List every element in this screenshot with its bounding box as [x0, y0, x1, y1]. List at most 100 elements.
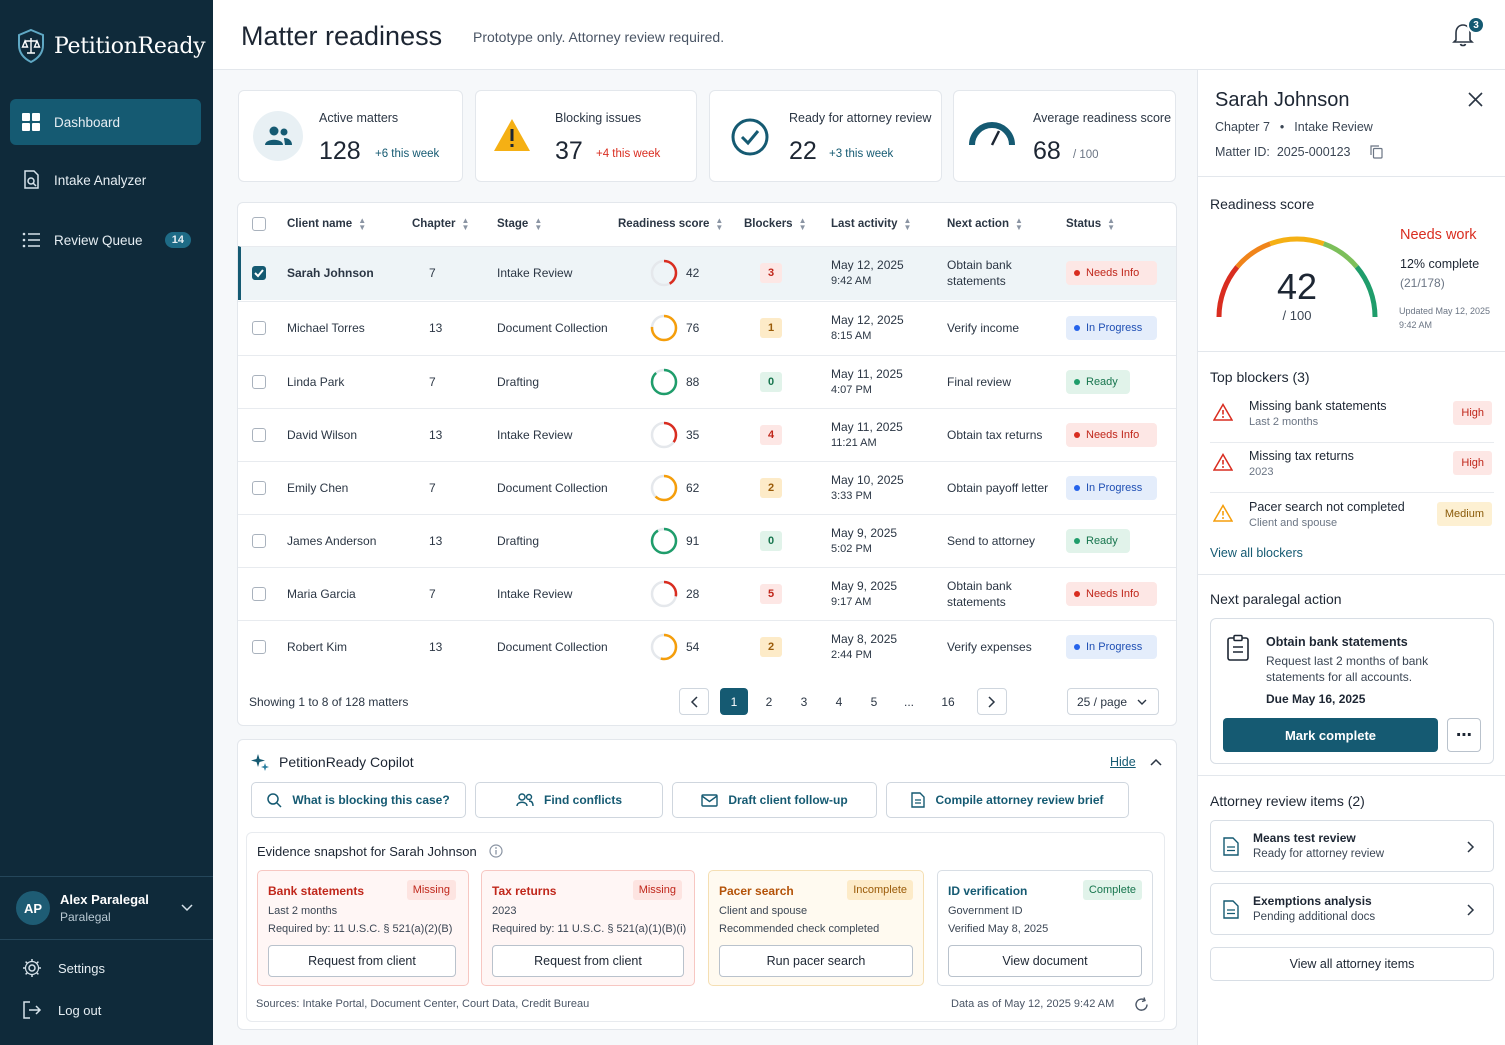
ask-blocking-button[interactable]: What is blocking this case?	[251, 782, 466, 818]
last-activity-date: May 9, 2025	[831, 525, 898, 540]
select-all-checkbox[interactable]	[252, 217, 266, 231]
page-size-select[interactable]: 25 / page	[1067, 688, 1159, 715]
table-row[interactable]	[238, 408, 1176, 461]
view-all-blockers-link[interactable]: View all blockers	[1210, 546, 1303, 560]
sort-icon: ▲ ▼	[534, 216, 543, 232]
blocker-item[interactable]: Missing bank statements Last 2 months High	[1210, 393, 1494, 443]
col-label: Client name	[287, 218, 353, 230]
settings-link[interactable]: Settings	[22, 958, 105, 978]
readiness-complete: 12% complete	[1400, 257, 1480, 271]
chevron-down-icon[interactable]	[181, 904, 193, 912]
compile-brief-button[interactable]: Compile attorney review brief	[886, 782, 1129, 818]
row-checkbox[interactable]	[252, 427, 266, 442]
close-icon[interactable]	[1468, 92, 1483, 107]
readiness-gauge	[1216, 236, 1378, 318]
table-row[interactable]	[238, 514, 1176, 567]
col-readiness-score[interactable]: Readiness score ▲ ▼	[618, 217, 723, 232]
col-last-activity[interactable]: Last activity ▲ ▼	[831, 217, 911, 232]
blocker-item[interactable]: Missing tax returns 2023 High	[1210, 443, 1494, 493]
readiness-ring-arc	[650, 368, 678, 395]
draft-follow-up-button[interactable]: Draft client follow-up	[672, 782, 877, 818]
col-chapter[interactable]: Chapter ▲ ▼	[412, 217, 469, 232]
col-blockers[interactable]: Blockers ▲ ▼	[744, 216, 807, 232]
next-action-title: Obtain bank statements	[1266, 635, 1408, 649]
view-all-attorney-items-button[interactable]: View all attorney items	[1210, 947, 1494, 981]
row-checkbox[interactable]	[252, 639, 266, 654]
blockers-badge: 2	[760, 636, 782, 657]
more-options-icon[interactable]: ⋯	[1447, 718, 1481, 752]
next-action-line2: statements for all accounts.	[1266, 670, 1413, 684]
evidence-requirement: Required by: 11 U.S.C. § 521(a)(1)(B)(i)	[492, 923, 687, 935]
find-conflicts-button[interactable]: Find conflicts	[475, 782, 663, 818]
review-item-exemptions[interactable]: Exemptions analysis Pending additional d…	[1210, 883, 1494, 935]
sort-icon: ▲ ▼	[798, 216, 807, 232]
last-activity-time: 8:15 AM	[831, 329, 872, 342]
page-button[interactable]: 5	[870, 694, 878, 709]
table-row[interactable]	[238, 461, 1176, 514]
view-document-button[interactable]: View document	[948, 945, 1142, 977]
review-item-subtitle: Pending additional docs	[1253, 911, 1376, 923]
readiness-ring-arc	[650, 314, 678, 341]
stat-blocking-issues: Blocking issues 37 +4 this week	[475, 90, 697, 182]
status-label: In Progress	[1086, 321, 1143, 334]
page-button[interactable]: 16	[941, 694, 955, 709]
status-label: Needs Info	[1086, 428, 1140, 441]
copilot-hide-link[interactable]: Hide	[1110, 755, 1136, 769]
row-checkbox[interactable]	[252, 266, 266, 280]
copy-icon[interactable]	[1370, 145, 1383, 159]
readiness-ring	[650, 314, 678, 341]
prev-page-button[interactable]	[679, 688, 709, 715]
chevron-right-icon	[1467, 841, 1475, 853]
row-checkbox[interactable]	[252, 533, 266, 548]
bell-icon[interactable]	[1451, 22, 1475, 48]
request-from-client-button[interactable]: Request from client	[268, 945, 456, 977]
check-circle-icon	[730, 117, 770, 157]
document-icon	[1223, 837, 1239, 856]
mark-complete-button[interactable]: Mark complete	[1223, 718, 1438, 752]
refresh-icon[interactable]	[1134, 997, 1149, 1012]
table-row[interactable]	[238, 620, 1176, 673]
table-row[interactable]	[238, 246, 1176, 300]
review-item-means-test[interactable]: Means test review Ready for attorney rev…	[1210, 820, 1494, 872]
readiness-updated: Updated May 12, 2025	[1399, 306, 1491, 316]
col-status[interactable]: Status ▲ ▼	[1066, 217, 1115, 232]
score-cell: 42	[686, 266, 700, 280]
next-action-cell: Obtain bank	[947, 258, 1012, 272]
logout-link[interactable]: Log out	[22, 1000, 101, 1020]
row-checkbox[interactable]	[252, 374, 266, 389]
nav-review-queue[interactable]: Review Queue 14	[10, 217, 201, 263]
row-checkbox[interactable]	[252, 320, 266, 335]
col-client-name[interactable]: Client name ▲ ▼	[287, 217, 366, 232]
page-button[interactable]: 2	[765, 694, 773, 709]
page-button[interactable]: 1	[720, 688, 748, 715]
run-pacer-search-button[interactable]: Run pacer search	[719, 945, 913, 977]
evidence-snapshot-title: Evidence snapshot for Sarah Johnson	[257, 844, 477, 859]
nav-dashboard[interactable]: Dashboard	[10, 99, 201, 145]
brand-logo[interactable]: PetitionReady	[16, 28, 206, 64]
search-icon	[267, 792, 282, 808]
next-page-button[interactable]	[977, 688, 1007, 715]
readiness-score-value: 42	[1276, 266, 1318, 307]
row-checkbox[interactable]	[252, 480, 266, 495]
user-menu[interactable]: AP Alex Paralegal Paralegal	[0, 876, 213, 940]
col-next-action[interactable]: Next action ▲ ▼	[947, 217, 1023, 232]
evidence-card-pacer: Pacer search Incomplete Client and spous…	[708, 870, 924, 986]
info-icon[interactable]	[489, 844, 503, 858]
blocker-item[interactable]: Pacer search not completed Client and spo…	[1210, 494, 1494, 544]
col-label: Blockers	[744, 218, 793, 230]
chevron-up-icon[interactable]	[1150, 758, 1162, 766]
col-stage[interactable]: Stage ▲ ▼	[497, 216, 543, 232]
page-button[interactable]: 4	[835, 694, 843, 709]
request-from-client-button[interactable]: Request from client	[492, 945, 684, 977]
chapter-cell: 7	[429, 266, 436, 280]
table-row[interactable]	[238, 567, 1176, 620]
page-size-value: 25 / page	[1077, 694, 1128, 709]
table-row[interactable]	[238, 355, 1176, 408]
nav-intake-analyzer[interactable]: Intake Analyzer	[10, 157, 201, 203]
table-row[interactable]	[238, 301, 1176, 354]
gauge-segment	[1354, 265, 1378, 318]
row-checkbox[interactable]	[252, 586, 266, 601]
status-badge: Ready	[1066, 528, 1130, 553]
users-icon	[516, 793, 534, 807]
page-button[interactable]: 3	[800, 694, 808, 709]
